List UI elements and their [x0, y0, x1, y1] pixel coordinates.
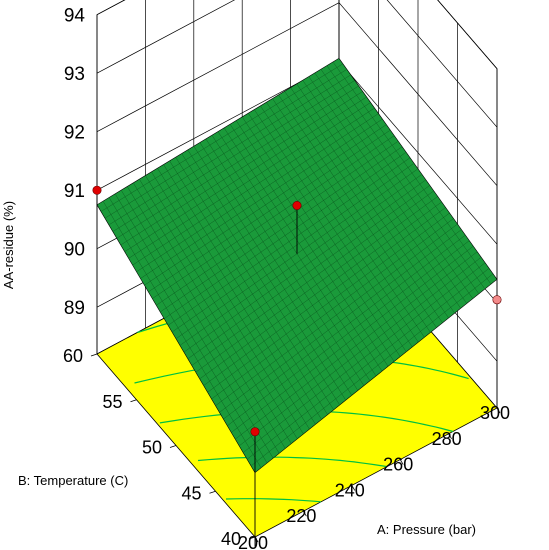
z-tick-label: 89	[64, 298, 85, 319]
y-tick-label: 60	[63, 346, 83, 366]
surface-mesh-line	[132, 107, 375, 266]
y-tick-label: 55	[102, 392, 122, 412]
x-tick	[496, 407, 501, 414]
y-tick	[248, 536, 256, 540]
y-tick-label: 40	[221, 529, 241, 549]
x-tick-label: 240	[335, 480, 365, 500]
surface-mesh-line	[219, 229, 462, 413]
surface-mesh-line	[164, 152, 407, 319]
x-tick-label: 220	[286, 506, 316, 526]
z-gridline	[96, 0, 498, 128]
x-tick-label: 300	[480, 403, 510, 423]
surface-mesh-line	[183, 179, 427, 353]
surface-mesh-line	[136, 113, 379, 272]
x-tick	[303, 510, 307, 517]
contour-line	[197, 456, 388, 468]
surface-mesh-line	[100, 63, 344, 212]
surface-mesh-line	[199, 201, 442, 380]
design-point	[92, 185, 102, 195]
y-tick	[130, 399, 137, 403]
surface-mesh-line	[112, 80, 355, 232]
surface-mesh-line	[128, 102, 371, 259]
surface-mesh-line	[156, 140, 399, 306]
surface-mesh-line	[104, 69, 348, 219]
surface-mesh-line	[116, 85, 359, 239]
x-axis-label: A: Pressure (bar)	[377, 522, 476, 537]
surface-mesh-line	[152, 135, 395, 299]
z-tick-label: 91	[64, 181, 85, 202]
surface-mesh-line	[108, 74, 351, 226]
surface-mesh-line	[120, 91, 363, 246]
surface-mesh-line	[215, 223, 458, 406]
surface-mesh-line	[167, 157, 411, 326]
z-tick-label: 92	[64, 123, 85, 144]
surface-mesh-line	[239, 257, 482, 447]
surface-fill	[96, 57, 498, 474]
surface-mesh-line	[179, 174, 423, 346]
x-tick	[399, 459, 404, 465]
z-gridline	[96, 0, 498, 69]
x-tick	[254, 536, 259, 543]
y-tick	[169, 445, 177, 448]
surface-mesh-line	[191, 190, 434, 366]
response-surface	[96, 57, 498, 474]
z-axis-label: AA-residue (%)	[1, 201, 16, 289]
surface-mesh-line	[243, 262, 486, 453]
surface-mesh-line	[187, 185, 430, 360]
y-tick-label: 45	[181, 483, 201, 503]
y-axis-label: B: Temperature (C)	[18, 473, 128, 488]
surface-mesh-line	[211, 218, 454, 400]
surface-mesh-line	[246, 268, 490, 460]
surface-mesh-line	[250, 273, 494, 467]
surface-mesh-line	[144, 124, 387, 286]
surface-mesh-line	[148, 129, 391, 293]
surface-mesh-line	[207, 212, 450, 393]
surface-mesh-line	[160, 146, 403, 313]
z-tick-label: 93	[64, 64, 85, 85]
z-tick-label: 90	[64, 240, 85, 261]
x-tick	[448, 433, 452, 440]
z-tick-label: 94	[64, 6, 86, 27]
surface-mesh-line	[235, 251, 478, 440]
x-tick-label: 280	[432, 429, 462, 449]
x-tick-label: 200	[238, 533, 268, 550]
design-point	[250, 427, 260, 437]
surface-mesh-line	[140, 118, 383, 279]
y-tick-label: 50	[142, 438, 162, 458]
design-point	[492, 295, 502, 305]
surface-mesh-line	[171, 163, 415, 333]
x-tick	[351, 485, 356, 491]
surface-mesh-line	[227, 240, 470, 426]
design-point	[292, 201, 302, 211]
contour-line	[225, 498, 322, 503]
x-tick-label: 260	[383, 455, 413, 475]
surface-mesh-line	[195, 196, 438, 373]
surface-mesh-line	[203, 207, 446, 386]
y-tick	[209, 490, 216, 494]
surface-mesh-line	[124, 96, 367, 252]
surface-mesh-line	[231, 245, 474, 433]
surface-mesh-line	[223, 234, 466, 420]
y-tick	[90, 353, 98, 357]
